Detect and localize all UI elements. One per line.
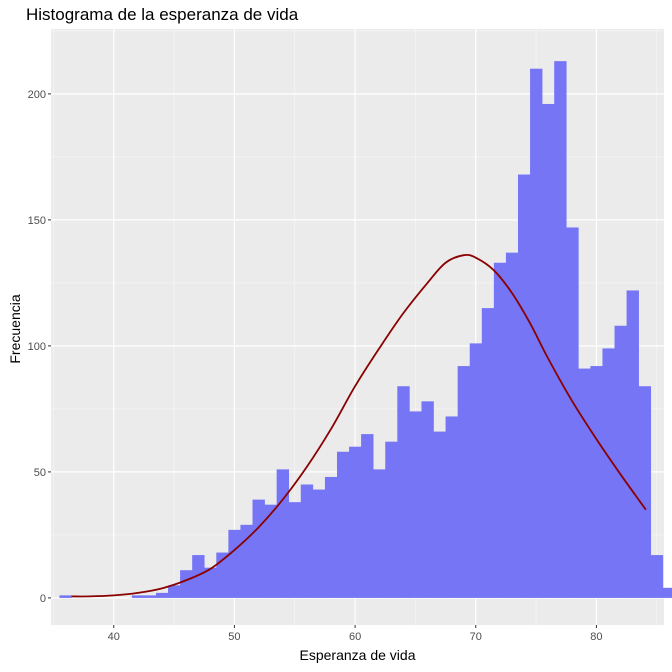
histogram-bar bbox=[324, 476, 338, 598]
histogram-bar bbox=[433, 431, 446, 598]
histogram-bar bbox=[373, 469, 386, 598]
chart-title: Histograma de la esperanza de vida bbox=[26, 5, 299, 24]
histogram-bar bbox=[421, 401, 434, 598]
histogram-bar bbox=[336, 451, 350, 598]
x-axis-label: Esperanza de vida bbox=[299, 647, 416, 663]
x-tick-label: 40 bbox=[108, 631, 120, 643]
y-tick-label: 50 bbox=[34, 467, 46, 479]
histogram-bar bbox=[385, 441, 398, 598]
histogram-bar bbox=[288, 502, 302, 598]
y-tick-label: 200 bbox=[28, 89, 46, 101]
histogram-bar bbox=[397, 386, 410, 598]
x-axis: 40 50 60 70 80 bbox=[108, 625, 603, 643]
histogram-bar bbox=[662, 587, 672, 598]
histogram-bar bbox=[192, 555, 205, 598]
histogram-bar bbox=[457, 366, 471, 598]
y-tick-label: 0 bbox=[40, 593, 46, 605]
histogram-bar bbox=[614, 325, 627, 598]
histogram-bar bbox=[264, 504, 277, 598]
histogram-bar bbox=[554, 61, 567, 598]
histogram-bar bbox=[228, 529, 241, 598]
histogram-bar bbox=[469, 343, 483, 598]
histogram-bar bbox=[361, 434, 374, 598]
histogram-bars bbox=[59, 61, 672, 598]
x-tick-label: 60 bbox=[349, 631, 361, 643]
x-tick-label: 70 bbox=[470, 631, 482, 643]
histogram-bar bbox=[517, 174, 531, 598]
histogram-bar bbox=[131, 595, 145, 598]
histogram-bar bbox=[168, 585, 181, 598]
histogram-bar bbox=[349, 446, 362, 598]
histogram-bar bbox=[409, 411, 422, 598]
density-curve-line bbox=[71, 253, 647, 598]
histogram-bar bbox=[626, 290, 639, 598]
histogram-bar bbox=[650, 555, 664, 598]
histogram-bar bbox=[276, 469, 290, 598]
histogram-bar bbox=[155, 592, 169, 598]
histogram-bar bbox=[542, 103, 555, 598]
histogram-bar bbox=[143, 595, 157, 598]
x-tick-label: 80 bbox=[590, 631, 602, 643]
histogram-bar bbox=[204, 567, 217, 598]
histogram-bar bbox=[180, 570, 193, 598]
histogram-bar bbox=[252, 499, 265, 598]
histogram-bar bbox=[493, 262, 507, 598]
y-tick-label: 100 bbox=[28, 341, 46, 353]
histogram-bar bbox=[59, 595, 72, 598]
histogram-bar bbox=[505, 252, 519, 598]
histogram-bar bbox=[602, 348, 615, 598]
histogram-bar bbox=[216, 552, 229, 598]
y-axis-label: Frecuencia bbox=[7, 294, 23, 364]
histogram-bar bbox=[578, 368, 591, 598]
y-tick-label: 150 bbox=[28, 215, 46, 227]
histogram-bar bbox=[445, 416, 458, 598]
histogram-bar bbox=[566, 227, 579, 598]
x-tick-label: 50 bbox=[228, 631, 240, 643]
histogram-bar bbox=[312, 489, 326, 598]
histogram-bar bbox=[300, 484, 314, 598]
histogram-bar bbox=[638, 386, 652, 598]
density-curve bbox=[71, 253, 647, 598]
histogram-bar bbox=[590, 366, 603, 598]
histogram-bar bbox=[481, 308, 495, 598]
y-axis: 0 50 100 150 200 bbox=[28, 89, 51, 605]
